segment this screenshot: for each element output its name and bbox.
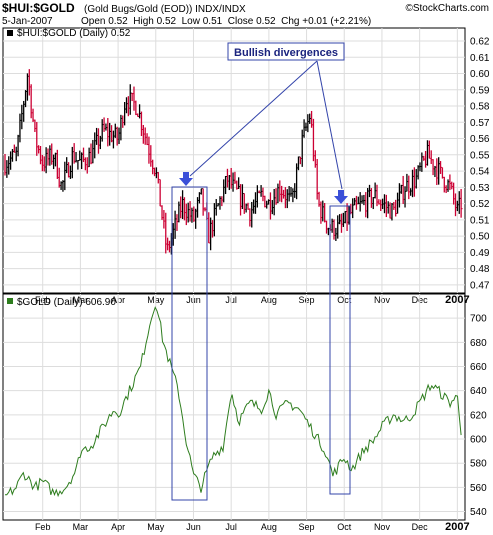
ratio-y-tick-label: 0.61 <box>470 53 490 64</box>
gold-x-tick-label: 2007 <box>445 521 469 533</box>
gold-x-tick-label: May <box>147 522 165 532</box>
ratio-y-axis: 0.47 0.48 0.49 0.50 0.51 0.52 0.53 0.54 0.55 0.56… <box>470 37 490 292</box>
ratio-y-tick-label: 0.49 <box>470 248 490 259</box>
ratio-y-tick-label: 0.48 <box>470 264 490 275</box>
gold-y-tick-label: 640 <box>470 386 487 397</box>
gold-y-tick-label: 580 <box>470 459 487 470</box>
annotation-pointer-2 <box>316 60 343 190</box>
ratio-panel: 0.47 0.48 0.49 0.50 0.51 0.52 0.53 0.54 0.55 0.56… <box>2 27 490 306</box>
gold-x-tick-label: Mar <box>73 522 89 532</box>
divergence-arrow-2-icon <box>334 190 348 204</box>
ratio-y-tick-label: 0.57 <box>470 118 490 129</box>
gold-y-tick-label: 680 <box>470 338 487 349</box>
divergence-box-october <box>329 205 351 495</box>
gold-legend-swatch <box>7 298 13 304</box>
gold-panel: 540 560 580 600 620 640 660 680 700 Feb Mar Apr May… <box>2 293 487 533</box>
divergence-arrow-1-icon <box>179 172 193 186</box>
gold-y-tick-label: 660 <box>470 362 487 373</box>
gold-x-tick-label: Nov <box>374 522 391 532</box>
gold-y-tick-label: 620 <box>470 410 487 421</box>
gold-plot-frame <box>2 293 466 521</box>
ratio-y-tick-label: 0.52 <box>470 199 490 210</box>
gold-x-tick-label: Oct <box>337 522 352 532</box>
gold-x-tick-label: Jul <box>225 522 237 532</box>
gold-x-tick-label: Apr <box>111 522 125 532</box>
ratio-y-tick-label: 0.59 <box>470 85 490 96</box>
divergence-box-june <box>171 186 208 501</box>
ratio-y-tick-label: 0.58 <box>470 102 490 113</box>
gold-y-tick-label: 700 <box>470 314 487 325</box>
gold-x-tick-label: Feb <box>35 522 51 532</box>
ratio-y-tick-label: 0.56 <box>470 134 490 145</box>
gold-x-tick-label: Aug <box>261 522 277 532</box>
annotation-label: Bullish divergences <box>234 47 338 59</box>
ratio-y-tick-label: 0.47 <box>470 280 490 291</box>
ratio-y-tick-label: 0.55 <box>470 150 490 161</box>
gold-price-line <box>5 306 462 498</box>
ratio-y-tick-label: 0.51 <box>470 215 490 226</box>
annotation-pointer-1 <box>189 60 318 177</box>
ratio-y-tick-label: 0.53 <box>470 183 490 194</box>
annotation-label-box <box>227 42 345 61</box>
gold-y-axis: 540 560 580 600 620 640 660 680 700 <box>470 314 487 518</box>
gold-y-tick-label: 600 <box>470 435 487 446</box>
gold-y-tick-label: 560 <box>470 483 487 494</box>
gold-grid <box>3 294 465 520</box>
gold-x-tick-label: Jun <box>186 522 201 532</box>
gold-y-tick-label: 540 <box>470 507 487 518</box>
symbol-description: (Gold Bugs/Gold (EOD)) INDX/INDX <box>84 4 246 15</box>
ratio-legend: $HUI:$GOLD (Daily) 0.52 <box>17 28 131 39</box>
chart-date: 5-Jan-2007 <box>2 16 53 27</box>
gold-x-axis: Feb Mar Apr May Jun Jul Aug Sep Oct Nov Dec 2007 <box>35 521 470 533</box>
gold-x-tick-label: Sep <box>299 522 315 532</box>
ratio-plot-frame <box>2 27 466 294</box>
divergence-annotations: Bullish divergences <box>171 42 351 501</box>
gold-legend: $GOLD (Daily) 606.90 <box>17 297 116 308</box>
ratio-bars <box>4 69 463 255</box>
ratio-grid <box>3 28 465 293</box>
ohlc-readout: Open 0.52 High 0.52 Low 0.51 Close 0.52 … <box>81 16 371 27</box>
ratio-legend-swatch <box>7 30 13 36</box>
ratio-y-tick-label: 0.50 <box>470 232 490 243</box>
gold-x-tick-label: Dec <box>412 522 429 532</box>
ratio-y-tick-label: 0.62 <box>470 37 490 48</box>
symbol-title: $HUI:$GOLD <box>2 1 75 15</box>
ratio-y-tick-label: 0.60 <box>470 69 490 80</box>
stockcharts-credit: ©StockCharts.com <box>405 3 489 14</box>
ratio-y-tick-label: 0.54 <box>470 167 490 178</box>
